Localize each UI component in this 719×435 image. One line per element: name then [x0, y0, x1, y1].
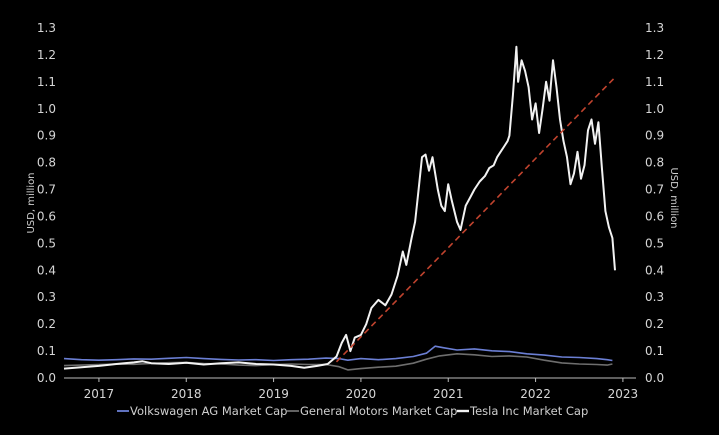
series-line-2	[63, 45, 616, 370]
x-tick-label: 2020	[346, 387, 377, 401]
y-tick-label-right: 1.0	[645, 102, 664, 116]
y-tick-label-left: 0.2	[37, 317, 56, 331]
x-tick-label: 2018	[171, 387, 202, 401]
right-y-axis-label: USD, million	[668, 167, 679, 228]
y-tick-label-left: 1.2	[37, 48, 56, 62]
x-tick-label: 2023	[608, 387, 639, 401]
y-tick-label-left: 0.0	[37, 371, 56, 385]
y-tick-label-left: 0.9	[37, 129, 56, 143]
legend: Volkswagen AG Market Cap General Motors M…	[117, 404, 588, 418]
legend-label-0: Volkswagen AG Market Cap	[130, 404, 287, 418]
y-tick-label-right: 0.9	[645, 129, 664, 143]
y-tick-label-right: 1.3	[645, 21, 664, 35]
y-tick-label-right: 0.1	[645, 344, 664, 358]
y-tick-label-left: 0.6	[37, 209, 56, 223]
x-tick-label: 2021	[433, 387, 464, 401]
y-tick-label-left: 0.8	[37, 156, 56, 170]
series-line-0	[63, 345, 613, 362]
x-tick-label: 2017	[84, 387, 115, 401]
y-tick-label-right: 0.6	[645, 209, 664, 223]
y-tick-label-left: 0.5	[37, 236, 56, 250]
x-axis: 2017 2018 2019 2020 2021 2022 2023	[84, 378, 639, 401]
x-tick-label: 2022	[520, 387, 551, 401]
legend-label-1: General Motors Market Cap	[300, 404, 457, 418]
left-y-axis-label: USD, million	[26, 172, 37, 233]
y-tick-label-right: 0.8	[645, 156, 664, 170]
y-tick-label-right: 0.2	[645, 317, 664, 331]
y-tick-label-right: 1.2	[645, 48, 664, 62]
y-tick-label-left: 0.7	[37, 183, 56, 197]
series-layer	[63, 45, 617, 371]
legend-label-2: Tesla Inc Market Cap	[469, 404, 588, 418]
y-tick-label-left: 1.0	[37, 102, 56, 116]
y-tick-label-right: 0.3	[645, 290, 664, 304]
y-tick-label-left: 1.3	[37, 21, 56, 35]
y-tick-label-right: 0.4	[645, 263, 664, 277]
y-tick-label-right: 0.0	[645, 371, 664, 385]
y-tick-label-right: 1.1	[645, 75, 664, 89]
y-tick-label-left: 0.3	[37, 290, 56, 304]
x-tick-label: 2019	[258, 387, 289, 401]
y-tick-label-right: 0.7	[645, 183, 664, 197]
y-tick-label-left: 1.1	[37, 75, 56, 89]
y-tick-label-left: 0.1	[37, 344, 56, 358]
y-tick-label-left: 0.4	[37, 263, 56, 277]
right-y-axis: 0.0 0.1 0.2 0.3 0.4 0.5 0.6 0.7 0.8 0.9 1.0 1.1 1.2 1…	[645, 21, 664, 385]
left-y-axis: 0.0 0.1 0.2 0.3 0.4 0.5 0.6 0.7 0.8 0.9 1.0 1.1 1.2 1…	[37, 21, 56, 385]
trend-line	[335, 75, 617, 363]
y-tick-label-right: 0.5	[645, 236, 664, 250]
